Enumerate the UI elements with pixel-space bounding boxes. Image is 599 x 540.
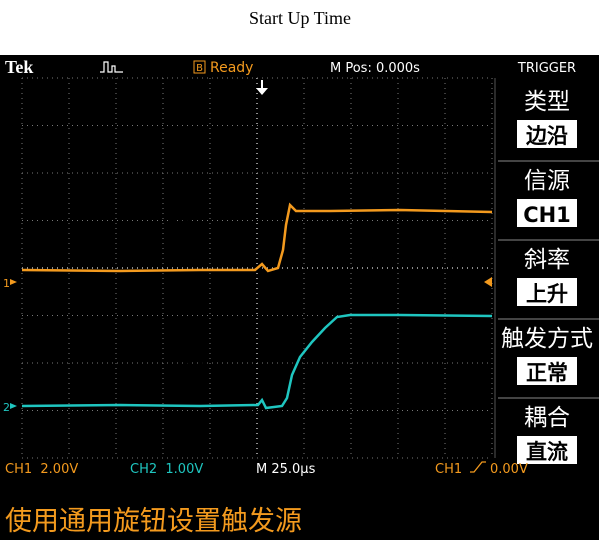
brand: Tek [5,57,33,77]
menu-value: 边沿 [526,124,568,148]
position: M Pos: 0.000s [330,61,420,76]
ch2-scale: CH2 1.00V [130,462,203,477]
ch2-marker: 2 [3,401,10,414]
menu-label: 耦合 [524,405,570,431]
menu-label: 斜率 [524,247,570,273]
vout-sub: OUT [179,353,206,368]
menu-value: CH1 [523,203,571,227]
figure-title: Start Up Time [249,8,351,28]
menu-value: 正常 [526,361,568,385]
status: Ready [210,60,253,76]
menu-label: 类型 [524,89,570,115]
page: Start Up Time Tek B Ready M Pos: 0.000s … [0,0,599,540]
timebase: M 25.0µs [256,462,316,477]
vin-main: V [165,205,180,227]
vin-sub: IN [179,215,193,230]
ch1-marker: 1 [3,277,10,290]
ch1-scale: CH1 2.00V [5,462,78,477]
status-icon: B [196,63,203,74]
menu-value: 直流 [526,440,568,464]
menu-value: 上升 [526,282,568,306]
trigger-level: 0.00V [490,462,528,477]
menu-label: 信源 [524,168,570,194]
menu-label: 触发方式 [501,326,593,352]
vout-main: V [165,343,180,365]
menu-title: TRIGGER [517,61,576,76]
message: 使用通用旋钮设置触发源 [5,506,302,537]
trigger-source: CH1 [435,462,462,477]
